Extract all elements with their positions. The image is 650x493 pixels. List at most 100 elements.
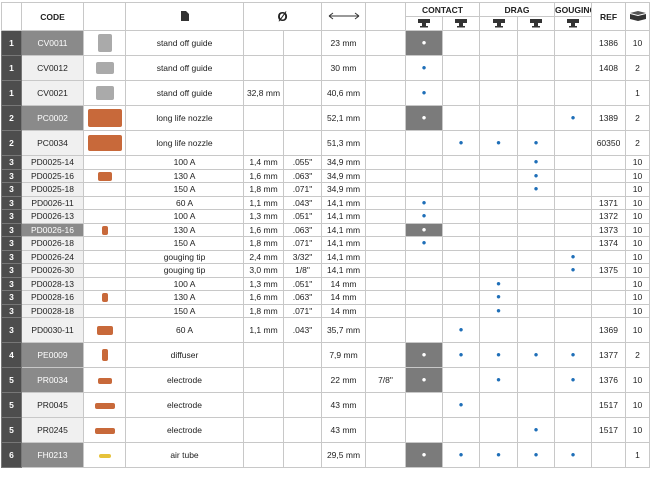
length: 34,9 mm [321,182,366,197]
table-row: 3 PD0025-18 150 A 1,8 mm .071" 34,9 mm • 10 [1,182,650,197]
compat-dot [441,236,481,251]
group-number: 1 [1,30,22,56]
compat-dot: • [405,442,443,468]
ref: 1372 [591,209,627,224]
table-row: 3 PD0028-16 130 A 1,6 mm .063" 14 mm • 10 [1,290,650,305]
ref: 1377 [591,342,627,368]
ref [591,303,627,318]
thread [365,276,406,291]
ref [591,80,627,106]
group-number: 3 [1,222,22,237]
description: 100 A [125,209,244,224]
compat-dot: • [405,236,443,251]
compat-dot [405,249,443,264]
diameter-in: .051" [283,276,322,291]
compat-dot [441,276,481,291]
product-image [83,276,126,291]
diameter-mm: 1,6 mm [243,168,284,183]
compat-dot: • [554,105,593,131]
diameter-mm [243,442,284,468]
thread [365,195,406,210]
ref [591,290,627,305]
compat-dot [479,182,519,197]
product-code: PD0028-13 [21,276,84,291]
group-number: 1 [1,80,22,106]
compat-dot [441,303,481,318]
compat-dot: • [517,130,556,156]
table-row: 2 PC0002 long life nozzle 52,1 mm • • 1389 2 [1,105,650,131]
thread [365,290,406,305]
compat-dot [441,417,481,443]
product-image [83,249,126,264]
ref [591,442,627,468]
product-code: CV0011 [21,30,84,56]
compat-dot: • [479,276,519,291]
compat-dot: • [554,367,593,393]
length: 43 mm [321,392,366,418]
product-image [83,195,126,210]
group-number: 3 [1,317,22,343]
compat-dot: • [517,342,556,368]
length: 52,1 mm [321,105,366,131]
compat-dot [441,30,481,56]
quantity: 10 [625,290,650,305]
description: gouging tip [125,263,244,278]
compat-dot [517,290,556,305]
product-icon [97,377,112,384]
diameter-in [283,392,322,418]
ref: 1408 [591,55,627,81]
description: 130 A [125,168,244,183]
torch-glyph [455,18,467,27]
table-row: 3 PD0026-11 60 A 1,1 mm .043" 14,1 mm • 1371 10 [1,195,650,210]
product-image [83,290,126,305]
product-code: PD0026-11 [21,195,84,210]
ref: 1371 [591,195,627,210]
header-code: CODE [21,2,84,31]
diameter-in [283,442,322,468]
group-number: 5 [1,367,22,393]
thread [365,392,406,418]
compat-dot [479,222,519,237]
torch-icon [479,16,519,31]
thread [365,155,406,170]
compat-dot [517,367,556,393]
product-image [83,263,126,278]
product-table: CODE Ø CONTACT DRAG GOUGING REF 1CV0011s… [1,2,650,468]
compat-dot: • [405,342,443,368]
table-row: 3 PD0025-16 130 A 1,6 mm .063" 34,9 mm • 10 [1,168,650,183]
compat-dot [554,55,593,81]
table-row: 3 PD0026-30 gouging tip 3,0 mm 1/8" 14,1 mm • 1… [1,263,650,278]
quantity: 10 [625,417,650,443]
product-image [83,105,126,131]
quantity: 10 [625,249,650,264]
compat-dot: • [479,130,519,156]
compat-dot [554,222,593,237]
table-row: 4 PE0009 diffuser 7,9 mm • • • • • 1377 2 [1,342,650,368]
table-row: 5 PR0034 electrode 22 mm 7/8" • • • 1376 10 [1,367,650,393]
compat-dot [405,263,443,278]
compat-dot [441,105,481,131]
quantity: 10 [625,392,650,418]
header-drag: DRAG [479,2,556,17]
compat-dot: • [441,130,481,156]
diameter-mm [243,55,284,81]
compat-dot [554,236,593,251]
compat-dot: • [554,249,593,264]
compat-dot: • [441,317,481,343]
compat-dot [405,155,443,170]
header-doc-icon [125,2,244,31]
ref [591,182,627,197]
ref [591,276,627,291]
table-row: 6 FH0213 air tube 29,5 mm • • • • • 1 [1,442,650,468]
header-cell [83,2,126,31]
quantity: 10 [625,276,650,291]
description: stand off guide [125,80,244,106]
description: gouging tip [125,249,244,264]
torch-glyph [567,18,580,27]
compat-dot [479,317,519,343]
ref [591,249,627,264]
compat-dot [479,236,519,251]
length: 34,9 mm [321,155,366,170]
compat-dot: • [554,342,593,368]
diameter-in: .051" [283,209,322,224]
